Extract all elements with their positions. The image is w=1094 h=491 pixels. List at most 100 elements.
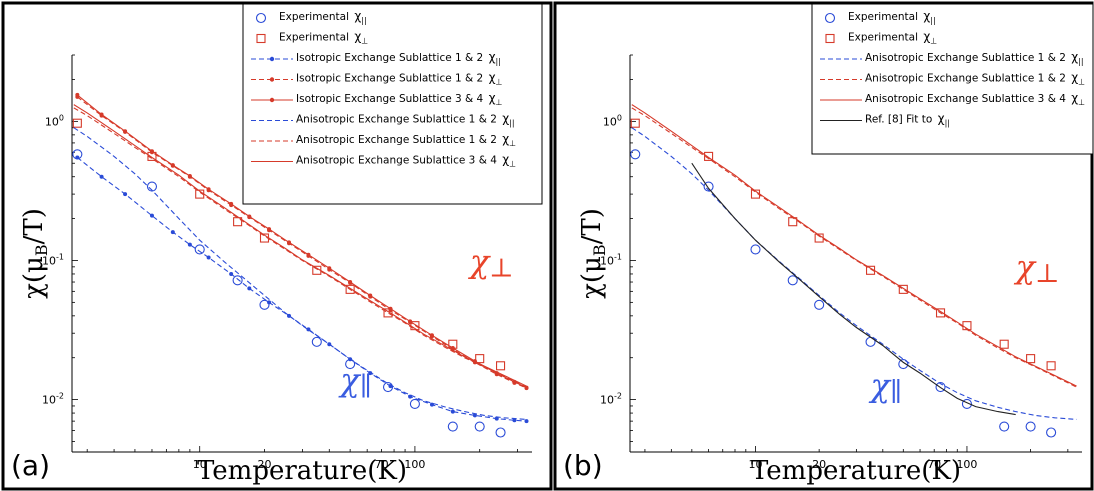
series-dot xyxy=(149,213,154,218)
data-point-circle xyxy=(232,275,243,286)
series-dot xyxy=(287,240,292,245)
legend-item: Anisotropic Exchange Sublattice 1 & 2 χ|… xyxy=(820,50,1084,66)
series-1 xyxy=(630,118,1056,371)
series-4 xyxy=(75,92,529,390)
series-dot xyxy=(368,293,373,298)
series-dot xyxy=(75,92,80,97)
data-point-circle xyxy=(311,336,322,347)
series-7 xyxy=(73,104,527,387)
series-dot xyxy=(306,252,311,257)
panel-label: (b) xyxy=(563,449,603,482)
series-dot xyxy=(75,155,80,160)
data-point-circle xyxy=(999,421,1010,432)
x-tick-label: 100 xyxy=(404,458,425,471)
data-point-square xyxy=(999,339,1009,349)
legend-box xyxy=(242,3,543,205)
series-dot xyxy=(408,319,413,324)
legend-item: Anisotropic Exchange Sublattice 3 & 4 χ⊥ xyxy=(251,153,516,169)
legend-label: Experimental χ|| xyxy=(279,9,367,25)
data-point-square xyxy=(1026,354,1036,364)
legend-label: Anisotropic Exchange Sublattice 3 & 4 χ⊥ xyxy=(865,91,1085,107)
series-dot xyxy=(472,413,477,418)
series-2 xyxy=(631,127,1077,420)
panel-border xyxy=(553,1,1094,491)
y-tick-label: 10-1 xyxy=(42,252,64,267)
series-dot xyxy=(149,149,154,154)
series-line xyxy=(631,127,1077,420)
x-tick-label: 10 xyxy=(748,458,762,471)
legend-item: Isotropic Exchange Sublattice 1 & 2 χ|| xyxy=(251,50,501,66)
x-tick-label: 10 xyxy=(193,458,207,471)
series-dot xyxy=(229,271,234,276)
data-point-circle xyxy=(259,299,270,310)
series-dot xyxy=(267,227,272,232)
series-line xyxy=(691,162,1016,416)
legend-label: Anisotropic Exchange Sublattice 1 & 2 χ⊥ xyxy=(865,71,1085,87)
legend: Experimental χ|| Experimental χ⊥ Isotropic… xyxy=(242,3,543,205)
data-point-circle xyxy=(703,181,714,192)
series-dot xyxy=(206,255,211,260)
series-dot xyxy=(99,174,104,179)
series-dot xyxy=(170,230,175,235)
data-point-circle xyxy=(814,299,825,310)
data-point-square xyxy=(1046,361,1056,371)
panel-border xyxy=(1,1,553,491)
series-line xyxy=(73,127,527,420)
chi-perp-annotation: χ⊥ xyxy=(1014,248,1060,289)
data-point-circle xyxy=(787,275,798,286)
series-4 xyxy=(631,104,1077,387)
series-dot xyxy=(429,333,434,338)
series-5 xyxy=(73,127,527,420)
series-line xyxy=(631,107,1077,388)
x-axis-title: Temperature(K) xyxy=(197,456,407,486)
legend-item: Experimental χ⊥ xyxy=(825,30,937,46)
legend-dot xyxy=(269,56,275,62)
legend-item: Isotropic Exchange Sublattice 1 & 2 χ⊥ xyxy=(251,71,503,87)
x-axis-title: Temperature(K) xyxy=(751,456,961,486)
legend-label: Ref. [8] Fit to χ|| xyxy=(865,112,950,128)
series-dot xyxy=(429,402,434,407)
legend-marker-circle xyxy=(824,12,836,24)
legend-marker-circle xyxy=(255,12,267,24)
y-tick-label: 10-1 xyxy=(600,252,622,267)
legend-label: Experimental χ⊥ xyxy=(279,30,368,46)
series-dot xyxy=(388,306,393,311)
chi-par-annotation: χ∥ xyxy=(338,361,371,402)
legend-item: Anisotropic Exchange Sublattice 1 & 2 χ|… xyxy=(251,112,515,128)
data-point-square xyxy=(935,308,946,318)
legend-label: Experimental χ⊥ xyxy=(848,30,937,46)
data-point-circle xyxy=(409,398,420,410)
series-dot xyxy=(450,345,455,350)
legend-item: Isotropic Exchange Sublattice 3 & 4 χ⊥ xyxy=(251,91,503,107)
data-point-square xyxy=(496,361,506,371)
data-point-circle xyxy=(1046,427,1057,438)
legend-label: Isotropic Exchange Sublattice 1 & 2 χ|| xyxy=(296,50,501,66)
x-tick-label: 20 xyxy=(257,458,271,471)
series-dot xyxy=(524,419,529,424)
legend-label: Isotropic Exchange Sublattice 3 & 4 χ⊥ xyxy=(296,91,503,107)
series-dot xyxy=(187,173,192,178)
legend-label: Anisotropic Exchange Sublattice 3 & 4 χ⊥ xyxy=(296,153,516,169)
legend-dot xyxy=(269,77,275,82)
data-area xyxy=(630,104,1077,438)
data-point-square xyxy=(475,354,485,364)
legend-item: Anisotropic Exchange Sublattice 1 & 2 χ⊥ xyxy=(820,71,1085,87)
x-tick-label: 70 xyxy=(927,458,941,471)
series-dot xyxy=(512,418,517,423)
data-point-square xyxy=(345,284,355,294)
series-dot xyxy=(348,280,353,285)
legend-dot xyxy=(269,97,275,103)
x-tick-label: 20 xyxy=(812,458,826,471)
y-tick-label: 10-2 xyxy=(600,392,622,407)
legend-marker-square xyxy=(825,33,835,44)
series-0 xyxy=(630,149,1057,438)
series-dot xyxy=(247,214,252,219)
legend-label: Experimental χ|| xyxy=(848,9,936,25)
series-dot xyxy=(99,112,104,117)
data-point-circle xyxy=(961,398,973,410)
series-dot xyxy=(123,192,128,197)
data-point-circle xyxy=(1025,421,1036,432)
